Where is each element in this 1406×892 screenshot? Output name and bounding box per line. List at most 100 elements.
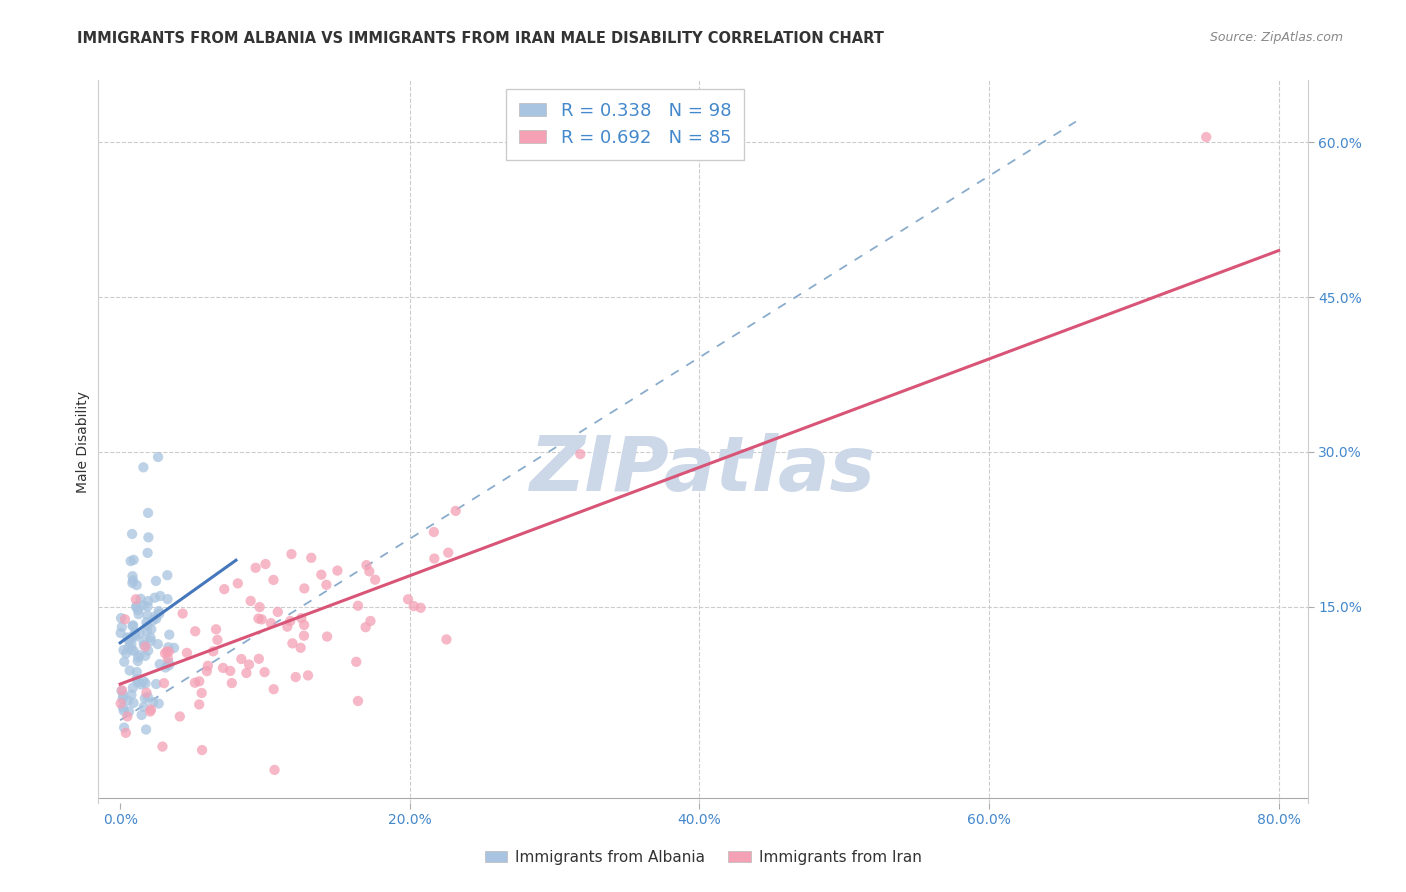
Point — [344, 655, 367, 669]
Point — [157, 645, 180, 659]
Point — [263, 682, 285, 697]
Point — [112, 689, 135, 703]
Point — [197, 658, 219, 673]
Point — [145, 574, 167, 588]
Point — [292, 629, 315, 643]
Point — [292, 582, 315, 596]
Point — [157, 627, 180, 641]
Point — [249, 600, 271, 615]
Point — [214, 582, 236, 596]
Point — [134, 648, 156, 663]
Point — [311, 567, 333, 582]
Point — [146, 450, 169, 464]
Point — [136, 546, 159, 560]
Point — [111, 620, 134, 634]
Point — [143, 591, 166, 605]
Point — [263, 763, 285, 777]
Point — [297, 668, 319, 682]
Point — [315, 578, 337, 592]
Point — [436, 632, 458, 647]
Point — [250, 612, 273, 626]
Point — [117, 631, 139, 645]
Point — [135, 615, 157, 630]
Point — [157, 658, 180, 673]
Point — [136, 506, 159, 520]
Point — [122, 628, 145, 642]
Point — [121, 527, 143, 541]
Point — [118, 705, 141, 719]
Point — [146, 637, 169, 651]
Point — [134, 691, 156, 706]
Point — [110, 697, 132, 711]
Point — [207, 632, 229, 647]
Point — [155, 660, 177, 674]
Point — [110, 683, 132, 698]
Point — [142, 695, 165, 709]
Point — [145, 612, 167, 626]
Point — [121, 576, 143, 591]
Point — [139, 703, 162, 717]
Point — [359, 565, 381, 579]
Point — [437, 546, 460, 560]
Point — [169, 709, 191, 723]
Point — [231, 652, 253, 666]
Point — [347, 599, 370, 613]
Point — [354, 620, 377, 634]
Point — [190, 686, 212, 700]
Point — [136, 624, 159, 639]
Point — [156, 592, 179, 607]
Point — [172, 607, 194, 621]
Point — [188, 698, 211, 712]
Point — [134, 640, 156, 654]
Point — [188, 674, 211, 689]
Point — [148, 697, 170, 711]
Point — [115, 726, 138, 740]
Point — [112, 721, 135, 735]
Point — [444, 504, 467, 518]
Point — [135, 686, 157, 700]
Point — [1195, 130, 1218, 145]
Point — [132, 699, 155, 714]
Point — [281, 636, 304, 650]
Point — [143, 609, 166, 624]
Point — [117, 693, 139, 707]
Point — [111, 692, 134, 706]
Point — [364, 573, 387, 587]
Point — [290, 611, 312, 625]
Point — [121, 643, 143, 657]
Point — [163, 640, 186, 655]
Point — [149, 589, 172, 603]
Point — [111, 701, 134, 715]
Point — [235, 665, 257, 680]
Point — [141, 623, 163, 637]
Point — [284, 670, 307, 684]
Point — [247, 611, 270, 625]
Legend: Immigrants from Albania, Immigrants from Iran: Immigrants from Albania, Immigrants from… — [478, 844, 928, 871]
Point — [132, 634, 155, 648]
Point — [136, 690, 159, 704]
Point — [120, 637, 142, 651]
Point — [121, 681, 143, 695]
Point — [112, 704, 135, 718]
Point — [152, 739, 174, 754]
Point — [290, 640, 312, 655]
Point — [280, 547, 302, 561]
Point — [128, 626, 150, 640]
Point — [135, 723, 157, 737]
Point — [263, 573, 285, 587]
Point — [115, 647, 138, 661]
Point — [260, 616, 283, 631]
Point — [145, 677, 167, 691]
Point — [122, 574, 145, 588]
Point — [125, 599, 148, 614]
Point — [226, 576, 249, 591]
Point — [347, 694, 370, 708]
Point — [121, 619, 143, 633]
Point — [423, 551, 446, 566]
Point — [254, 557, 277, 571]
Point — [128, 607, 150, 622]
Text: ZIPatlas: ZIPatlas — [530, 434, 876, 508]
Point — [253, 665, 276, 680]
Point — [127, 675, 149, 690]
Point — [141, 614, 163, 628]
